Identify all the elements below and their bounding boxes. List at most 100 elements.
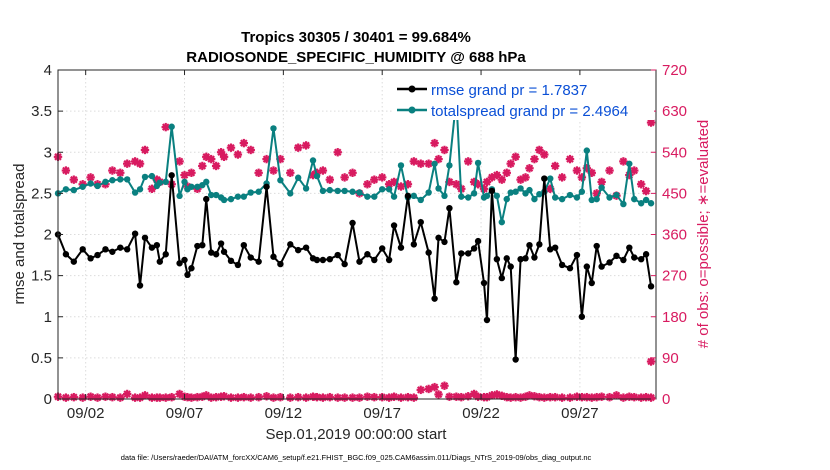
rmse-point bbox=[181, 256, 188, 264]
spread-point bbox=[227, 195, 235, 203]
obs-possible-point bbox=[540, 150, 549, 159]
rmse-point bbox=[441, 238, 448, 246]
obs-evaluated-point bbox=[416, 385, 425, 395]
star-core bbox=[350, 171, 355, 175]
spread-point bbox=[397, 162, 405, 169]
star-core bbox=[523, 175, 528, 180]
spread-point bbox=[364, 193, 371, 200]
star-core bbox=[589, 171, 594, 175]
obs-possible-point bbox=[108, 166, 117, 175]
rmse-point bbox=[87, 255, 94, 262]
star-core bbox=[442, 383, 447, 388]
obs-possible-point bbox=[161, 122, 170, 132]
star-core bbox=[607, 395, 612, 399]
spread-point bbox=[313, 172, 321, 180]
y-left-tick-label: 1.5 bbox=[31, 268, 52, 285]
star-core bbox=[614, 393, 619, 398]
rmse-point bbox=[79, 246, 86, 253]
rmse-point bbox=[109, 248, 116, 255]
rmse-point bbox=[349, 219, 356, 227]
obs-evaluated-point bbox=[233, 393, 243, 402]
obs-possible-point bbox=[293, 143, 303, 152]
star-core bbox=[380, 175, 385, 180]
rmse-point bbox=[464, 250, 472, 257]
spread-point bbox=[493, 192, 501, 200]
star-core bbox=[432, 385, 437, 389]
obs-evaluated-point bbox=[269, 393, 278, 402]
obs-evaluated-point bbox=[69, 392, 79, 402]
legend-spread-label: totalspread grand pr = 2.4964 bbox=[431, 103, 628, 120]
spread-point bbox=[531, 195, 538, 203]
obs-possible-point bbox=[233, 150, 243, 159]
obs-possible-point bbox=[430, 138, 439, 148]
star-core bbox=[412, 159, 416, 164]
obs-possible-point bbox=[416, 159, 425, 168]
obs-possible-point bbox=[325, 175, 335, 184]
obs-evaluated-point bbox=[492, 390, 502, 399]
obs-possible-point bbox=[619, 157, 628, 166]
star-core bbox=[256, 395, 261, 399]
star-core bbox=[406, 395, 410, 399]
star-core bbox=[466, 159, 470, 164]
obs-evaluated-point bbox=[605, 392, 614, 402]
obs-possible-point bbox=[409, 157, 419, 166]
obs-evaluated-point bbox=[440, 381, 449, 390]
rmse-point bbox=[162, 251, 169, 258]
star-core bbox=[177, 392, 182, 396]
obs-possible-point bbox=[198, 161, 207, 171]
star-core bbox=[150, 187, 154, 191]
spread-point bbox=[547, 175, 554, 182]
star-core bbox=[169, 395, 174, 399]
obs-possible-low-point bbox=[646, 357, 656, 366]
rmse-point bbox=[287, 241, 294, 248]
spread-point bbox=[123, 176, 131, 183]
spread-point bbox=[446, 162, 453, 169]
obs-evaluated-point bbox=[226, 393, 236, 402]
rmse-point bbox=[417, 218, 424, 226]
rmse-point bbox=[503, 255, 510, 262]
obs-possible-point bbox=[116, 168, 125, 178]
obs-possible-point bbox=[646, 118, 656, 127]
star-core bbox=[527, 166, 532, 171]
y-right-tick-label: 720 bbox=[662, 62, 687, 79]
star-core bbox=[103, 394, 108, 399]
obs-possible-point bbox=[69, 175, 79, 184]
rmse-point bbox=[148, 244, 156, 251]
rmse-point bbox=[480, 279, 488, 287]
obs-possible-point bbox=[424, 159, 433, 168]
star-core bbox=[214, 164, 218, 168]
spread-point bbox=[70, 186, 78, 194]
star-core bbox=[133, 159, 137, 164]
rmse-point bbox=[536, 241, 543, 248]
rmse-point bbox=[573, 251, 581, 259]
star-core bbox=[436, 392, 441, 397]
spread-point bbox=[181, 178, 188, 186]
obs-possible-point bbox=[370, 175, 379, 184]
obs-evaluated-point bbox=[340, 393, 349, 402]
star-core bbox=[271, 168, 276, 173]
data-file-footer: data file: /Users/raeder/DAI/ATM_forcXX/… bbox=[121, 453, 592, 462]
star-core bbox=[649, 120, 653, 125]
star-core bbox=[644, 189, 648, 193]
obs-possible-point bbox=[219, 152, 229, 162]
spread-point bbox=[234, 193, 242, 200]
rmse-point bbox=[341, 260, 348, 268]
star-core bbox=[315, 395, 319, 399]
obs-evaluated-point bbox=[409, 393, 419, 402]
star-core bbox=[392, 180, 396, 184]
y-left-tick-label: 3.5 bbox=[31, 103, 52, 120]
obs-evaluated-point bbox=[286, 393, 295, 402]
spread-point bbox=[551, 194, 559, 201]
rmse-point bbox=[541, 175, 548, 182]
y-left-tick-label: 0.5 bbox=[31, 350, 52, 367]
spread-point bbox=[642, 196, 650, 204]
obs-possible-point bbox=[403, 180, 413, 189]
spread-point bbox=[526, 186, 533, 194]
rmse-point bbox=[203, 195, 210, 203]
spread-point bbox=[417, 196, 424, 204]
spread-point bbox=[194, 183, 201, 190]
spread-point bbox=[536, 190, 543, 198]
obs-possible-point bbox=[246, 145, 255, 155]
obs-evaluated-point bbox=[122, 389, 132, 399]
rmse-point bbox=[642, 251, 650, 258]
